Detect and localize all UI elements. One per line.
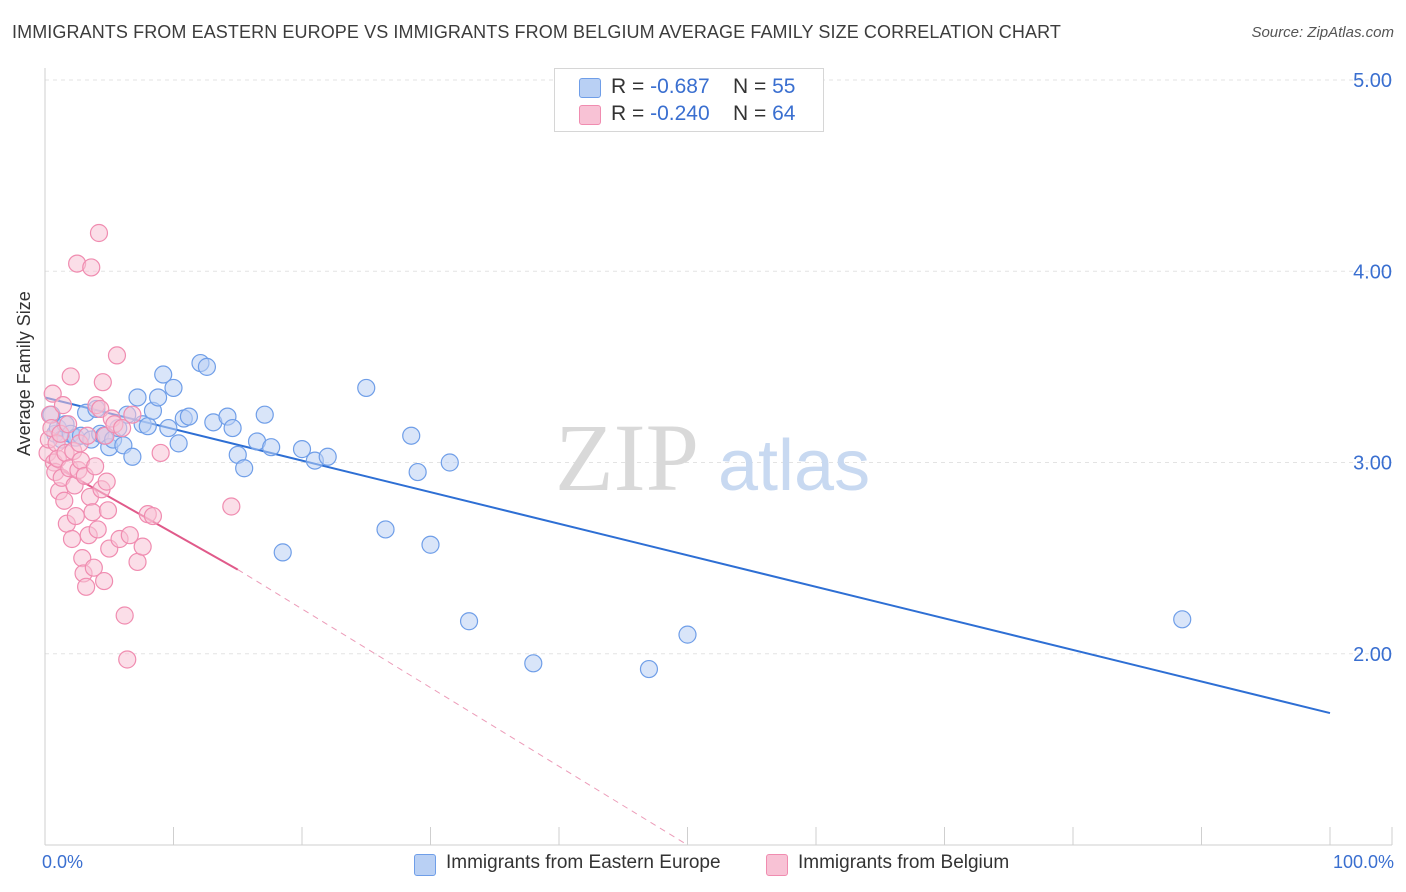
data-point-series-1 <box>118 650 137 669</box>
data-point-series-1 <box>59 415 78 434</box>
data-point-series-1 <box>61 367 80 386</box>
y-tick-label: 5.00 <box>1353 70 1392 92</box>
data-point-series-0 <box>262 438 281 457</box>
r-value: -0.687 <box>650 75 710 98</box>
data-point-series-1 <box>43 384 62 403</box>
data-point-series-0 <box>376 520 395 539</box>
data-point-series-1 <box>107 346 127 365</box>
data-point-series-1 <box>53 396 73 415</box>
data-point-series-1 <box>62 529 82 549</box>
data-point-series-0 <box>408 462 427 482</box>
data-point-series-0 <box>223 418 242 438</box>
data-point-series-0 <box>318 447 337 466</box>
x-tick-label-min: 0.0% <box>42 852 84 872</box>
data-point-series-0 <box>524 654 543 673</box>
legend-swatch-belgium <box>766 854 788 876</box>
grid-lines <box>45 79 1392 655</box>
y-tick-label: 4.00 <box>1353 261 1392 283</box>
data-point-series-1 <box>123 405 142 424</box>
data-point-series-1 <box>93 373 112 392</box>
data-point-series-1 <box>95 571 114 591</box>
data-point-series-1 <box>84 558 103 577</box>
data-point-series-1 <box>66 506 85 526</box>
data-point-series-1 <box>143 506 163 526</box>
data-point-series-0 <box>357 378 376 398</box>
legend-label-eastern-europe: Immigrants from Eastern Europe <box>446 852 721 873</box>
trend-line-extension-1 <box>237 569 688 846</box>
legend-swatch-eastern-europe <box>414 854 436 876</box>
data-point-series-0 <box>459 612 479 631</box>
data-point-series-0 <box>148 388 168 407</box>
data-point-series-0 <box>1173 610 1192 629</box>
data-point-series-1 <box>133 537 152 556</box>
data-point-series-1 <box>115 606 134 625</box>
data-point-series-1 <box>120 526 139 545</box>
n-value: 64 <box>772 102 796 125</box>
data-point-series-0 <box>235 459 254 478</box>
y-tick-labels: 2.00 3.00 4.00 5.00 <box>1353 70 1392 666</box>
x-tick-label-max: 100.0% <box>1332 852 1394 872</box>
data-point-series-0 <box>440 453 459 472</box>
watermark-zip: ZIP <box>555 404 699 511</box>
legend-label-belgium: Immigrants from Belgium <box>798 852 1010 873</box>
data-point-series-0 <box>169 434 188 453</box>
y-tick-label: 2.00 <box>1353 644 1392 666</box>
y-tick-label: 3.00 <box>1353 453 1392 475</box>
data-point-series-1 <box>82 258 101 277</box>
r-label: R = <box>611 102 651 125</box>
data-point-series-1 <box>151 443 170 463</box>
data-point-series-1 <box>78 426 97 445</box>
legend-swatch-eastern-europe <box>579 78 601 98</box>
r-label: R = <box>611 75 651 98</box>
data-point-series-1 <box>222 497 241 516</box>
data-point-series-1 <box>97 472 116 491</box>
data-points <box>38 223 1192 679</box>
n-label: N = <box>733 75 773 98</box>
data-point-series-1 <box>89 223 109 243</box>
y-axis-label: Average Family Size <box>14 291 34 456</box>
data-point-series-1 <box>55 491 74 510</box>
data-point-series-1 <box>77 577 96 596</box>
data-point-series-0 <box>138 417 157 436</box>
source-label: Source: ZipAtlas.com <box>1251 24 1394 41</box>
data-point-series-1 <box>98 501 118 520</box>
data-point-series-0 <box>123 447 142 466</box>
data-point-series-0 <box>255 405 274 424</box>
data-point-series-0 <box>159 418 178 438</box>
data-point-series-0 <box>128 388 147 407</box>
data-point-series-1 <box>88 520 107 539</box>
data-point-series-0 <box>197 357 217 376</box>
n-label: N = <box>733 102 773 125</box>
data-point-series-0 <box>292 440 312 459</box>
data-point-series-0 <box>164 378 183 398</box>
n-value: 55 <box>772 75 796 98</box>
data-point-series-0 <box>273 543 292 562</box>
watermark: ZIP atlas <box>555 404 870 511</box>
stats-legend: R = -0.687 N = 55 R = -0.240 N = 64 <box>554 68 824 132</box>
data-point-series-0 <box>639 659 659 679</box>
data-point-series-0 <box>402 426 421 445</box>
data-point-series-0 <box>179 407 199 426</box>
data-point-series-1 <box>86 457 105 476</box>
data-point-series-1 <box>128 552 147 572</box>
data-point-series-1 <box>83 503 102 522</box>
watermark-atlas: atlas <box>718 426 870 506</box>
r-value: -0.240 <box>650 102 710 125</box>
data-point-series-0 <box>154 365 173 384</box>
legend-swatch-belgium <box>579 105 601 125</box>
data-point-series-1 <box>112 418 132 438</box>
chart-title: IMMIGRANTS FROM EASTERN EUROPE VS IMMIGR… <box>12 22 1061 42</box>
data-point-series-0 <box>678 625 697 644</box>
data-point-series-0 <box>421 535 440 554</box>
